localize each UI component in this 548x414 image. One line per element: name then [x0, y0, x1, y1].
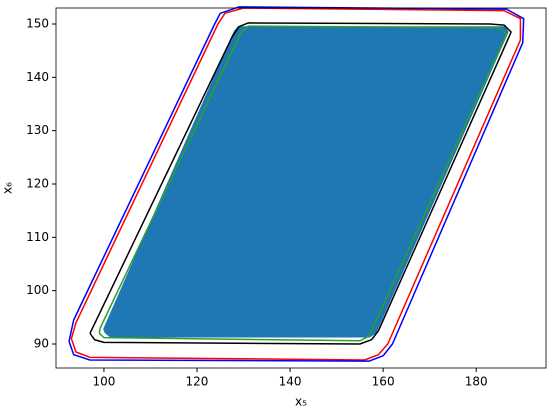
y-tick-label: 130 — [26, 123, 49, 137]
x-tick-label: 180 — [465, 375, 488, 389]
x-tick-label: 120 — [186, 375, 209, 389]
y-tick-label: 90 — [34, 337, 49, 351]
x-tick-label: 100 — [92, 375, 115, 389]
plot-frame — [55, 7, 547, 369]
boundary-curve — [98, 25, 508, 342]
y-tick-label: 110 — [26, 230, 49, 244]
y-tick-label: 140 — [26, 70, 49, 84]
y-tick-label: 150 — [26, 17, 49, 31]
boundary-curve — [70, 7, 522, 361]
x-tick-label: 140 — [279, 375, 302, 389]
x-tick-label: 160 — [372, 375, 395, 389]
boundary-curve — [89, 22, 512, 345]
y-tick-label: 120 — [26, 177, 49, 191]
boundary-curve — [68, 6, 525, 362]
y-axis-label: x₆ — [1, 182, 15, 194]
y-tick-label: 100 — [26, 283, 49, 297]
x-axis-label: x₅ — [295, 395, 307, 409]
point-cloud — [103, 26, 509, 338]
